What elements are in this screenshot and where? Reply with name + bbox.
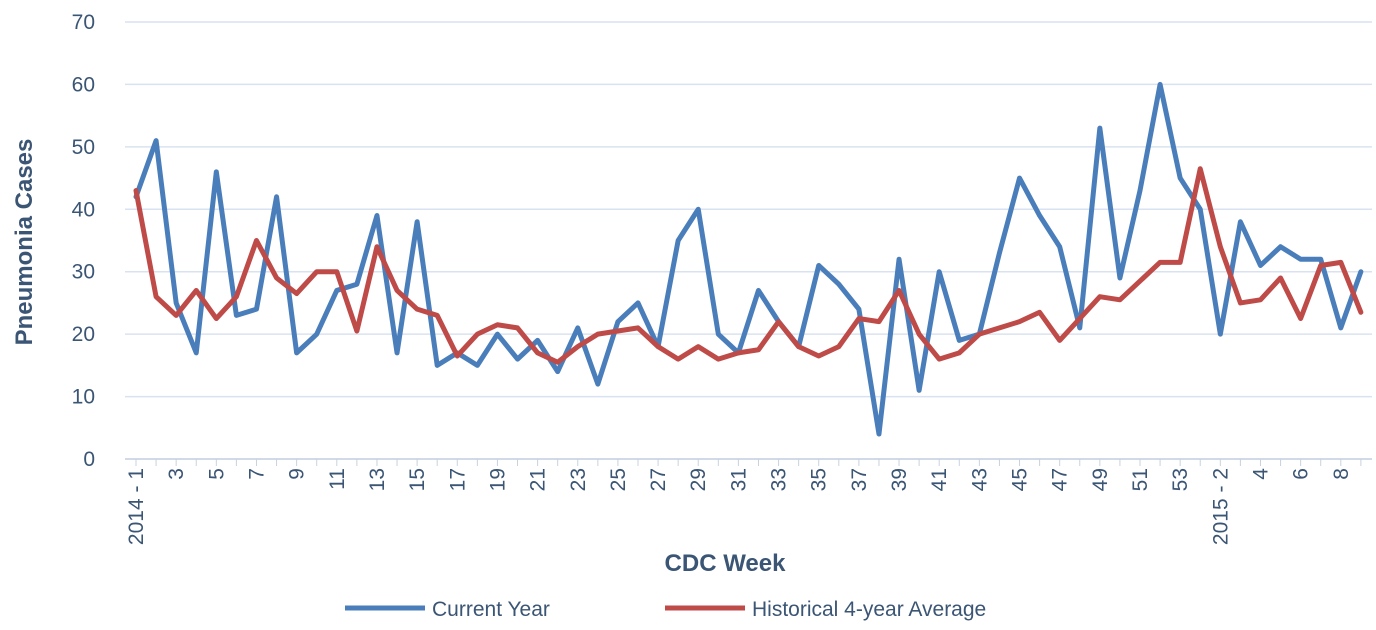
x-tick-label: 41 (928, 468, 951, 491)
y-tick-label: 70 (72, 11, 95, 34)
x-tick-label: 23 (567, 468, 590, 491)
x-tick-label: 31 (727, 468, 750, 491)
x-tick-label: 8 (1330, 468, 1353, 480)
x-tick-label: 2015 - 2 (1209, 468, 1232, 545)
x-tick-label: 13 (366, 468, 389, 491)
x-tick-label: 9 (286, 468, 309, 480)
y-tick-label: 30 (72, 261, 95, 284)
y-axis-title: Pneumonia Cases (11, 139, 38, 346)
x-tick-label: 35 (808, 468, 831, 491)
x-tick-label: 17 (446, 468, 469, 491)
x-tick-label: 29 (687, 468, 710, 491)
x-tick-label: 5 (205, 468, 228, 480)
y-tick-label: 60 (72, 73, 95, 96)
x-tick-label: 37 (848, 468, 871, 491)
x-tick-label: 27 (647, 468, 670, 491)
y-tick-label: 0 (83, 448, 95, 471)
x-axis-title: CDC Week (665, 550, 787, 577)
x-tick-label: 33 (768, 468, 791, 491)
line-series (133, 81, 1364, 437)
x-tick-label: 21 (527, 468, 550, 491)
x-tick-label: 7 (245, 468, 268, 480)
x-tick-label: 15 (406, 468, 429, 491)
x-tick-label: 25 (607, 468, 630, 491)
x-tick-label: 6 (1290, 468, 1313, 480)
x-tick-label: 43 (968, 468, 991, 491)
legend-label: Current Year (432, 598, 550, 621)
y-tick-label: 10 (72, 386, 95, 409)
x-tick-label: 47 (1049, 468, 1072, 491)
x-tick-label: 3 (165, 468, 188, 480)
x-tick-label: 39 (888, 468, 911, 491)
line-series (133, 166, 1364, 365)
legend-label: Historical 4-year Average (752, 598, 986, 621)
x-tick-label: 4 (1249, 468, 1272, 480)
y-tick-label: 20 (72, 323, 95, 346)
x-tick-label: 19 (486, 468, 509, 491)
x-tick-label: 51 (1129, 468, 1152, 491)
x-tick-label: 45 (1009, 468, 1032, 491)
x-tick-label: 53 (1169, 468, 1192, 491)
x-tick-label: 49 (1089, 468, 1112, 491)
x-tick-label: 11 (326, 468, 349, 490)
y-tick-label: 40 (72, 198, 95, 221)
x-tick-label: 2014 - 1 (125, 468, 148, 545)
y-tick-label: 50 (72, 136, 95, 159)
